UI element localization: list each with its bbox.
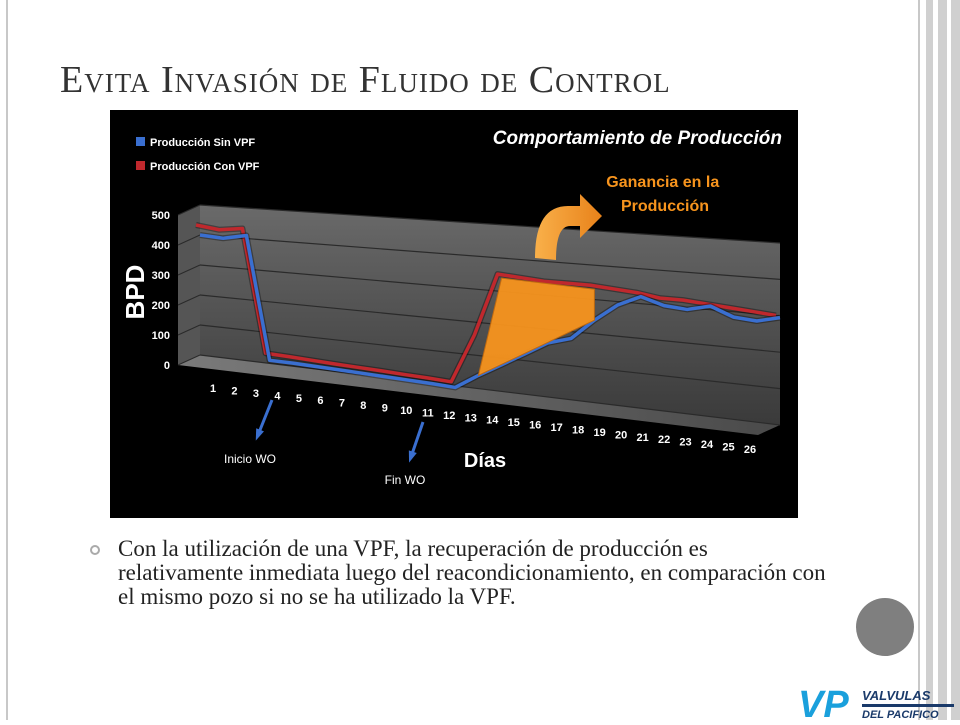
x-tick-label: 16 xyxy=(529,420,541,432)
gridline xyxy=(199,354,781,426)
x-tick-label: 26 xyxy=(744,444,756,456)
x-tick-label: 8 xyxy=(360,400,366,412)
chart-side-wall xyxy=(178,205,200,365)
bullet-text: Con la utilización de una VPF, la recupe… xyxy=(118,536,826,609)
x-tick-label: 6 xyxy=(317,395,323,407)
gain-arrow-icon xyxy=(535,194,602,260)
x-tick-label: 18 xyxy=(572,424,584,436)
x-tick-label: 14 xyxy=(486,415,499,427)
x-tick-label: 11 xyxy=(422,407,434,419)
legend-label-sin-vpf: Producción Sin VPF xyxy=(150,137,255,149)
y-tick-label: 400 xyxy=(152,240,170,252)
y-tick-label: 100 xyxy=(152,330,170,342)
gridline-side xyxy=(177,264,201,276)
x-tick-label: 25 xyxy=(722,442,734,454)
series-line-con-vpf xyxy=(195,223,777,384)
y-tick-label: 200 xyxy=(152,300,170,312)
wo-label: Inicio WO xyxy=(224,452,276,466)
wo-arrow-icon xyxy=(256,399,274,436)
chart-floor xyxy=(178,355,780,435)
gridline-side xyxy=(177,324,201,336)
x-tick-label: 19 xyxy=(594,427,606,439)
x-tick-label: 13 xyxy=(465,412,477,424)
x-tick-label: 15 xyxy=(508,417,520,429)
x-tick-label: 2 xyxy=(231,385,237,397)
x-tick-label: 10 xyxy=(400,405,412,417)
gridline xyxy=(199,234,781,280)
bullet-list: Con la utilización de una VPF, la recupe… xyxy=(90,537,830,609)
x-tick-label: 17 xyxy=(551,422,563,434)
x-tick-label: 1 xyxy=(210,383,216,395)
logo-mark: VP xyxy=(798,686,849,720)
x-tick-label: 5 xyxy=(296,393,302,405)
y-tick-label: 0 xyxy=(164,360,170,372)
x-tick-label: 4 xyxy=(274,390,281,402)
x-tick-label: 3 xyxy=(253,388,259,400)
wo-arrowhead xyxy=(255,428,264,441)
company-logo: VP VALVULAS DEL PACIFICO xyxy=(796,684,956,725)
slide-frame xyxy=(6,0,920,720)
gridline xyxy=(199,294,781,353)
gain-annotation-line-1: Ganancia en la xyxy=(606,174,719,191)
gridline-side xyxy=(177,234,201,246)
side-decoration xyxy=(920,0,960,720)
legend-swatch-sin-vpf xyxy=(136,137,145,146)
gridline xyxy=(199,204,781,244)
gridline-side xyxy=(177,294,201,306)
y-tick-label: 300 xyxy=(152,270,170,282)
x-tick-label: 12 xyxy=(443,410,455,422)
wo-arrowhead xyxy=(408,450,417,463)
gain-annotation: Ganancia en la Producción xyxy=(606,174,723,215)
gridline-side xyxy=(177,354,201,366)
wo-label: Fin WO xyxy=(385,473,426,487)
legend-label-con-vpf: Producción Con VPF xyxy=(150,161,260,173)
decorative-circle xyxy=(856,598,914,656)
y-tick-label: 500 xyxy=(152,210,170,222)
x-tick-label: 9 xyxy=(382,403,388,415)
legend-swatch-con-vpf xyxy=(136,161,145,170)
x-tick-label: 24 xyxy=(701,439,714,451)
bullet-icon xyxy=(90,545,100,555)
gridline-side xyxy=(177,204,201,216)
slide-title: Evita Invasión de Fluido de Control xyxy=(60,59,671,101)
logo-line-2: DEL PACIFICO xyxy=(862,709,939,720)
y-axis-label: BPD xyxy=(120,265,150,320)
chart-title: Comportamiento de Producción xyxy=(493,128,782,149)
x-tick-label: 23 xyxy=(679,437,691,449)
gain-annotation-line-2: Producción xyxy=(621,198,709,215)
x-tick-label: 20 xyxy=(615,429,627,441)
logo-line-1: VALVULAS xyxy=(862,688,931,703)
gain-area xyxy=(477,277,595,377)
x-tick-label: 22 xyxy=(658,434,670,446)
wo-arrow-icon xyxy=(409,421,425,458)
x-tick-label: 21 xyxy=(636,432,648,444)
x-axis-label: Días xyxy=(464,450,506,472)
production-chart: 0 100 200 300 400 500 1 2 3 4 5 6 7 8 9 10 11 12 13 14 15 16… xyxy=(110,110,798,518)
logo-rule xyxy=(862,704,954,707)
x-tick-label: 7 xyxy=(339,398,345,410)
